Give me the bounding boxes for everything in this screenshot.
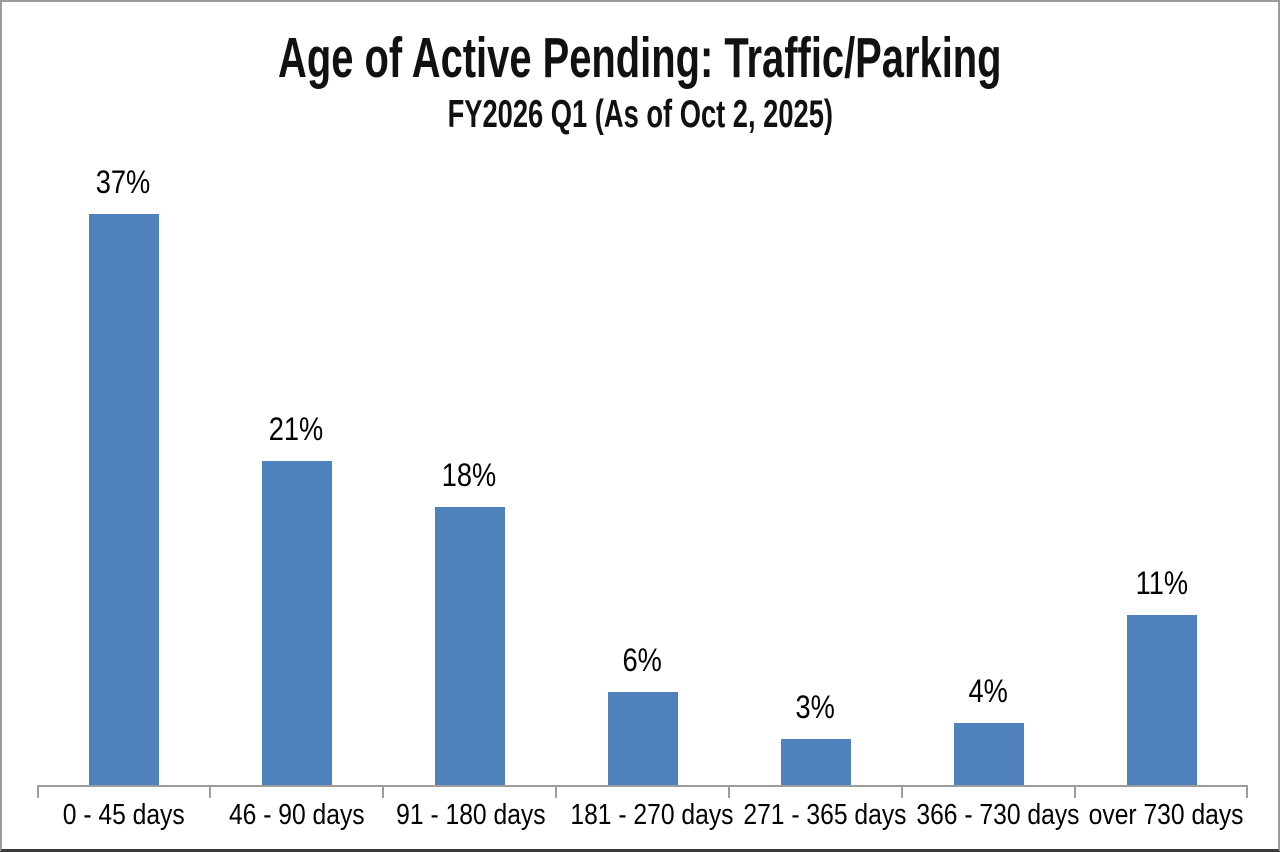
x-axis-category-label-text: 91 - 180 days [396, 799, 546, 831]
chart-title-row: Age of Active Pending: Traffic/Parking [2, 24, 1278, 92]
x-axis-tick [727, 785, 730, 798]
x-axis-tick [37, 785, 39, 798]
bar-value-label-text: 4% [968, 673, 1009, 710]
plot-area: 37% 0 - 45 days 21% 46 - 90 days 18% 91 - 180… [37, 152, 1248, 831]
bar-value-label: 3% [729, 691, 902, 723]
x-axis-tick [208, 785, 211, 798]
bar[interactable] [434, 507, 505, 785]
x-axis-category-label-text: 366 - 730 days [916, 799, 1080, 831]
bar-column: 4% 366 - 730 days [902, 152, 1079, 831]
x-axis-tick [555, 785, 557, 798]
bar-value-label-text: 11% [1135, 565, 1188, 602]
bar-value-label: 21% [210, 413, 383, 445]
bar-value-label: 37% [37, 166, 210, 198]
chart-subtitle-row: FY2026 Q1 (As of Oct 2, 2025) [2, 92, 1278, 139]
x-axis-category-label: 46 - 90 days [210, 799, 383, 832]
x-axis-category-label: 366 - 730 days [902, 799, 1079, 832]
x-axis-category-label: 0 - 45 days [37, 799, 210, 832]
x-axis-category-label-text: 0 - 45 days [62, 799, 185, 831]
bar[interactable] [261, 460, 332, 785]
x-axis-category-label: over 730 days [1075, 799, 1248, 832]
chart-title: Age of Active Pending: Traffic/Parking [278, 26, 1002, 90]
bar-value-label: 6% [556, 644, 729, 676]
bar[interactable] [607, 692, 678, 785]
x-axis-tick [901, 785, 903, 798]
x-axis-category-label: 91 - 180 days [383, 799, 556, 832]
bar-column: 6% 181 - 270 days [556, 152, 733, 831]
bar-value-label-text: 18% [442, 457, 497, 494]
chart-subtitle: FY2026 Q1 (As of Oct 2, 2025) [447, 93, 833, 136]
x-axis-tick [381, 785, 384, 798]
bar-column: 18% 91 - 180 days [383, 152, 556, 831]
bar[interactable] [88, 213, 159, 785]
x-axis-category-label: 271 - 365 days [729, 799, 906, 832]
bar[interactable] [1126, 615, 1197, 785]
bar-value-label-text: 6% [622, 642, 663, 679]
x-axis-category-label-text: 181 - 270 days [570, 799, 734, 831]
bar-value-label-text: 37% [96, 163, 151, 200]
bar-column: 37% 0 - 45 days [37, 152, 210, 831]
bar-column: 11% over 730 days [1075, 152, 1248, 831]
bar[interactable] [953, 723, 1024, 785]
bar-value-label-text: 21% [269, 410, 324, 447]
x-axis-tick [1246, 785, 1248, 798]
x-axis-tick [1074, 785, 1076, 798]
bar-value-label: 18% [383, 459, 556, 491]
bar-column: 3% 271 - 365 days [729, 152, 906, 831]
bar-value-label: 4% [902, 675, 1075, 707]
x-axis-category-label-text: 271 - 365 days [743, 799, 907, 831]
bar[interactable] [780, 738, 851, 785]
x-axis-category-label: 181 - 270 days [556, 799, 733, 832]
x-axis-category-label-text: 46 - 90 days [228, 799, 365, 831]
bar-column: 21% 46 - 90 days [210, 152, 383, 831]
x-axis-category-label-text: over 730 days [1088, 799, 1244, 831]
bar-value-label-text: 3% [795, 688, 836, 725]
bar-value-label: 11% [1075, 567, 1248, 599]
